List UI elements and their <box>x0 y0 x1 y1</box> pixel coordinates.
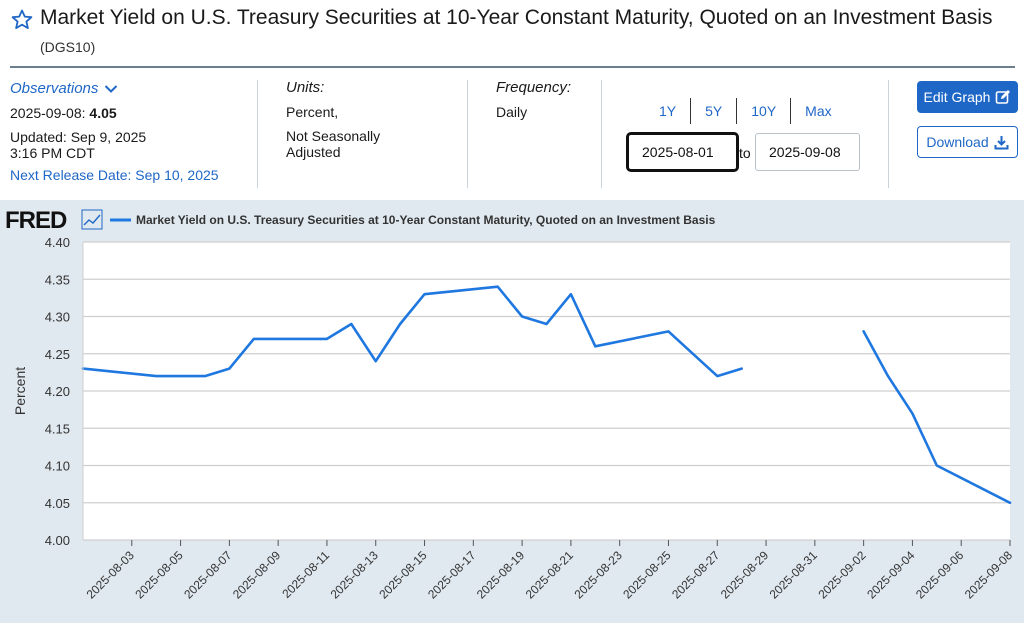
fred-logo: FRED <box>5 207 67 234</box>
range-tab-1y[interactable]: 1Y <box>659 103 677 119</box>
x-tick-label: 2025-08-03 <box>84 548 138 602</box>
chart-trend-icon <box>81 209 103 230</box>
x-tick-label: 2025-09-04 <box>864 548 918 602</box>
y-tick-label: 4.40 <box>45 235 70 250</box>
x-tick-label: 2025-08-15 <box>376 548 430 602</box>
edit-graph-button[interactable]: Edit Graph <box>917 81 1018 113</box>
to-label: to <box>739 145 751 161</box>
range-tab-10y[interactable]: 10Y <box>736 98 790 124</box>
column-divider <box>257 80 258 188</box>
observations-toggle[interactable]: Observations <box>10 81 118 97</box>
updated-line-2: 3:16 PM CDT <box>10 145 95 161</box>
y-tick-label: 4.30 <box>45 310 70 325</box>
x-tick-label: 2025-09-06 <box>913 548 967 602</box>
x-tick-label: 2025-08-19 <box>474 548 528 602</box>
chart-panel: FRED Market Yield on U.S. Treasury Securi… <box>0 200 1024 623</box>
legend-label: Market Yield on U.S. Treasury Securities… <box>136 213 716 227</box>
column-divider <box>467 80 468 188</box>
y-tick-label: 4.10 <box>45 459 70 474</box>
series-line <box>81 285 1012 505</box>
x-tick-label: 2025-09-08 <box>962 548 1016 602</box>
y-tick-label: 4.15 <box>45 421 70 436</box>
units-line-1: Percent, <box>286 104 339 120</box>
download-button[interactable]: Download <box>917 126 1018 158</box>
x-tick-label: 2025-08-25 <box>620 548 674 602</box>
header-divider <box>10 66 1015 68</box>
updated-line-1: Updated: Sep 9, 2025 <box>10 129 147 145</box>
y-tick-label: 4.35 <box>45 272 70 287</box>
observations-label: Observations <box>10 80 99 97</box>
x-tick-label: 2025-08-07 <box>181 548 235 602</box>
units-panel: Units: Percent, Not Seasonally Adjusted <box>286 79 456 161</box>
edit-graph-label: Edit Graph <box>923 89 991 105</box>
x-tick-label: 2025-08-05 <box>132 548 186 602</box>
column-divider <box>601 80 602 188</box>
page-header: Market Yield on U.S. Treasury Securities… <box>10 4 1014 61</box>
x-tick-label: 2025-08-31 <box>767 548 821 602</box>
observations-panel: Observations 2025-09-08: 4.05 Updated: S… <box>10 80 250 184</box>
chevron-down-icon <box>105 85 118 93</box>
frequency-panel: Frequency: Daily <box>496 79 596 121</box>
download-icon <box>994 135 1009 149</box>
y-tick-label: 4.05 <box>45 496 70 511</box>
frequency-value: Daily <box>496 104 528 120</box>
y-tick-label: 4.20 <box>45 384 70 399</box>
latest-observation: 2025-09-08: 4.05 <box>10 105 250 121</box>
column-divider <box>888 80 889 188</box>
observation-date: 2025-09-08: <box>10 105 86 121</box>
x-tick-label: 2025-08-27 <box>669 548 723 602</box>
range-tab-5y[interactable]: 5Y <box>690 98 736 124</box>
x-tick-label: 2025-08-23 <box>571 548 625 602</box>
line-chart: FRED Market Yield on U.S. Treasury Securi… <box>5 207 1016 602</box>
y-axis-label: Percent <box>12 367 28 415</box>
x-tick-label: 2025-08-17 <box>425 548 479 602</box>
y-tick-label: 4.25 <box>45 347 70 362</box>
date-range-tabs: 1Y 5Y 10Y Max <box>645 98 846 124</box>
end-date-input[interactable]: 2025-09-08 <box>755 133 860 171</box>
x-tick-label: 2025-09-02 <box>815 548 869 602</box>
frequency-label: Frequency: <box>496 79 572 96</box>
x-tick-label: 2025-08-09 <box>230 548 284 602</box>
x-tick-label: 2025-08-13 <box>328 548 382 602</box>
x-tick-label: 2025-08-29 <box>718 548 772 602</box>
units-label: Units: <box>286 79 325 96</box>
x-tick-label: 2025-08-11 <box>279 548 332 601</box>
y-tick-label: 4.00 <box>45 533 70 548</box>
star-icon[interactable] <box>10 8 34 32</box>
range-tab-max[interactable]: Max <box>790 98 845 124</box>
edit-icon <box>996 90 1011 104</box>
units-line-3: Adjusted <box>286 144 341 160</box>
observation-value: 4.05 <box>89 105 117 121</box>
next-release-link[interactable]: Next Release Date: Sep 10, 2025 <box>10 167 219 183</box>
page-title: Market Yield on U.S. Treasury Securities… <box>40 6 993 55</box>
units-line-2: Not Seasonally <box>286 128 381 144</box>
download-label: Download <box>926 134 989 150</box>
series-id: (DGS10) <box>40 39 96 55</box>
start-date-input[interactable]: 2025-08-01 <box>627 133 738 171</box>
x-tick-label: 2025-08-21 <box>523 548 577 602</box>
